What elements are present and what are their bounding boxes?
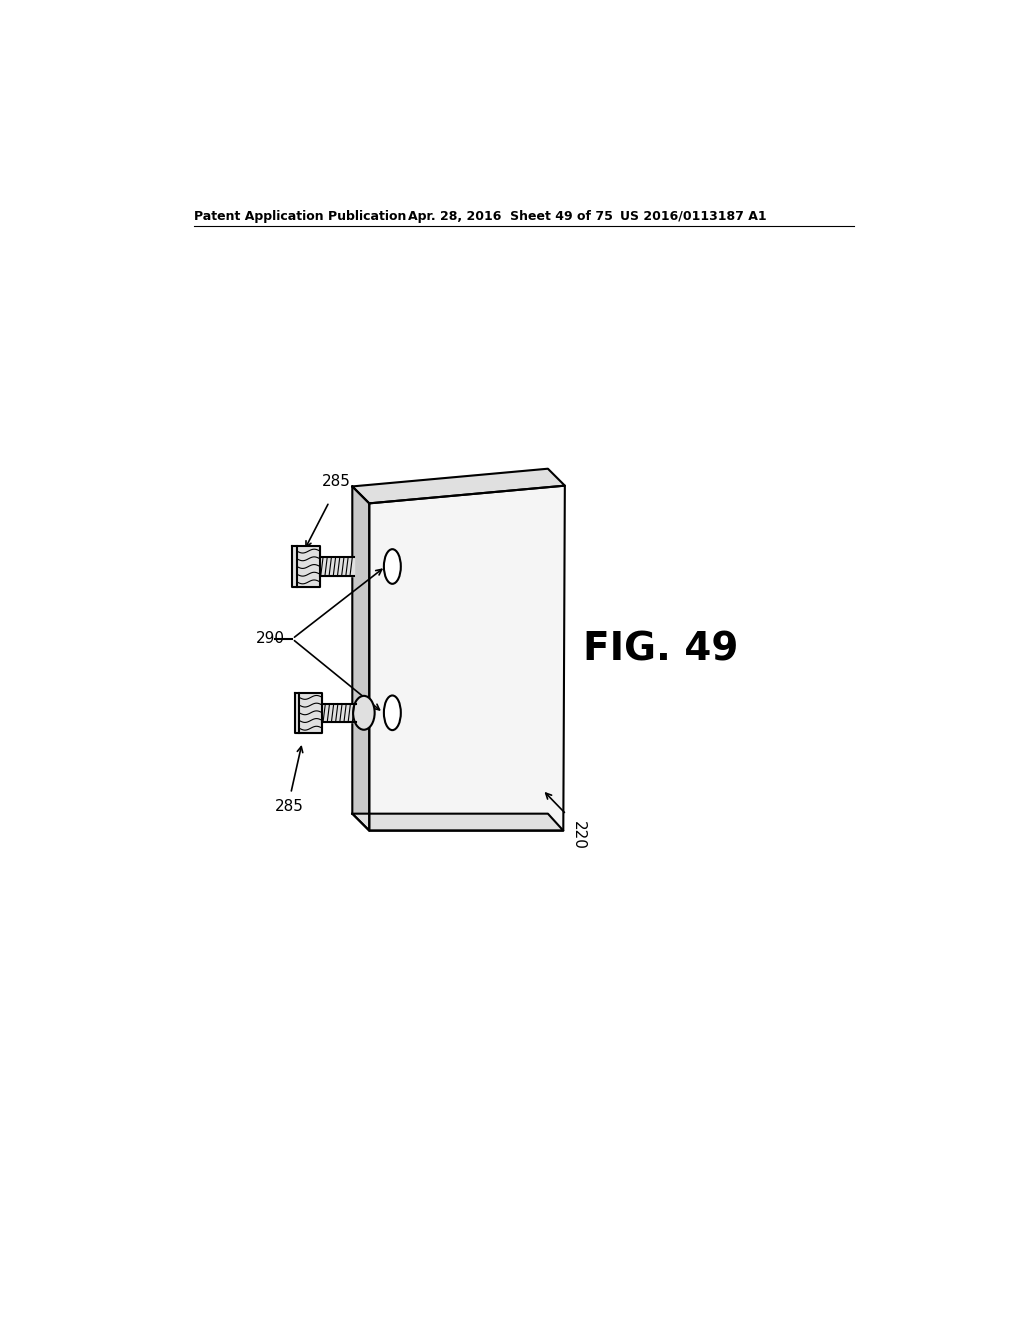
Polygon shape [352,469,565,503]
Polygon shape [323,704,356,722]
Text: US 2016/0113187 A1: US 2016/0113187 A1 [620,210,766,223]
Text: FIG. 49: FIG. 49 [584,631,738,669]
Text: 285: 285 [322,474,350,490]
Text: Apr. 28, 2016  Sheet 49 of 75: Apr. 28, 2016 Sheet 49 of 75 [408,210,612,223]
Polygon shape [292,546,319,586]
Text: 220: 220 [571,821,586,850]
Text: 290: 290 [256,631,285,647]
Text: 285: 285 [274,799,303,814]
Ellipse shape [353,696,375,730]
Text: Patent Application Publication: Patent Application Publication [195,210,407,223]
Ellipse shape [384,696,400,730]
Ellipse shape [384,549,400,583]
Polygon shape [370,486,565,830]
Polygon shape [295,693,323,733]
Polygon shape [352,813,563,830]
Polygon shape [319,557,354,576]
Polygon shape [352,487,370,830]
